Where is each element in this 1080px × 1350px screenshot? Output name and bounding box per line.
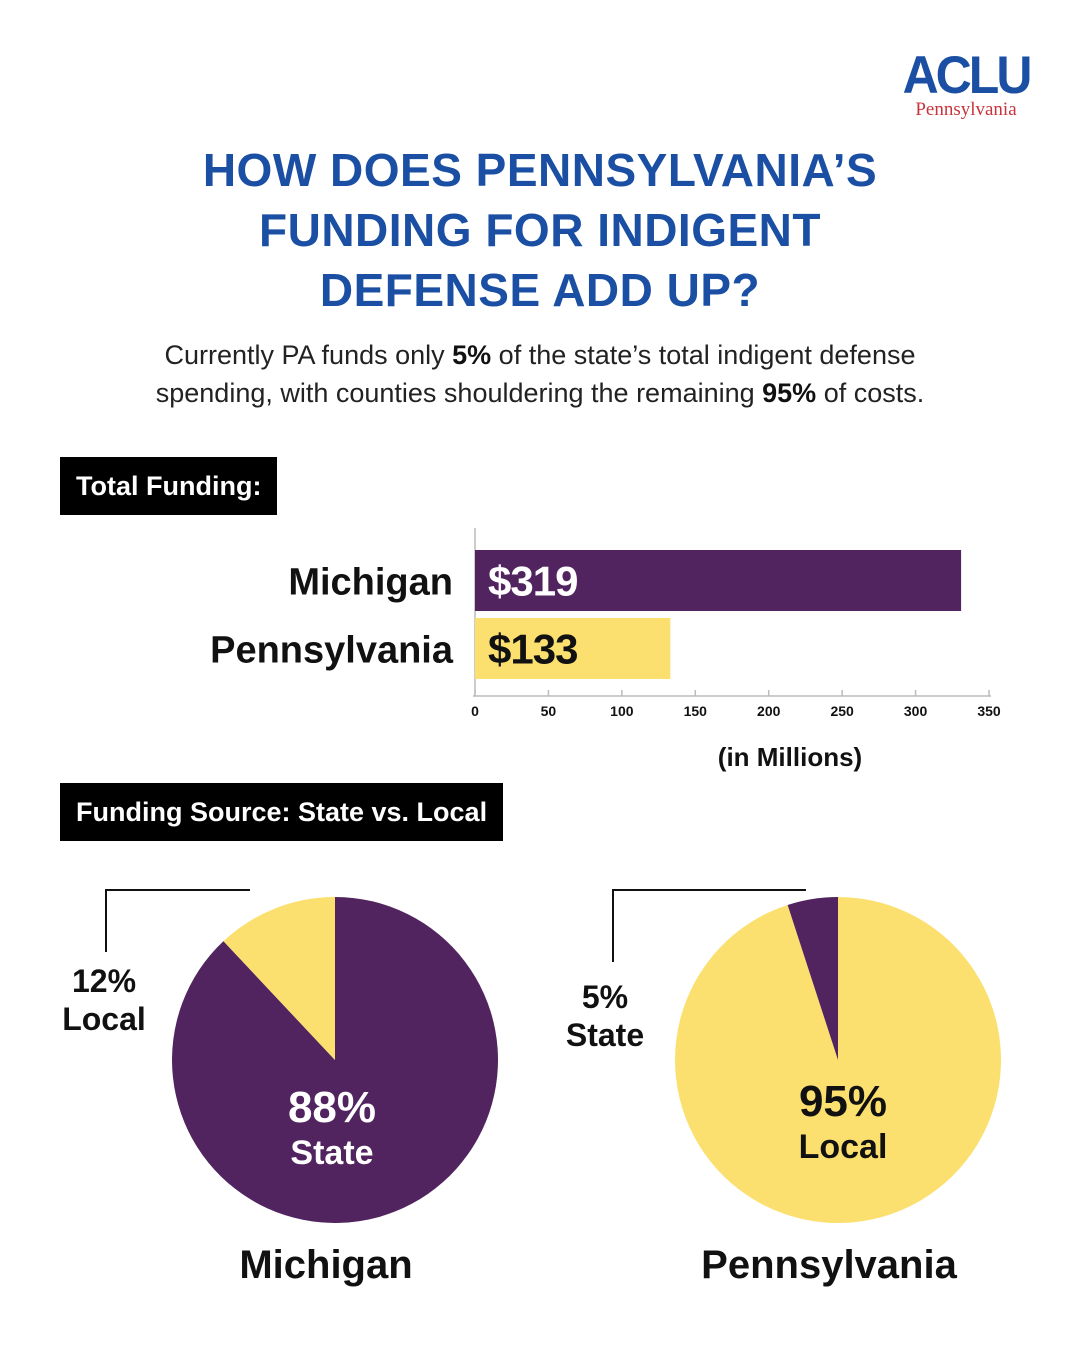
x-tick-label: 150 bbox=[684, 703, 708, 719]
total-funding-bar-chart: 0 50 100 150 200 250 300 350 Michigan $319 Pennsyl… bbox=[210, 528, 1001, 772]
x-tick-label: 50 bbox=[541, 703, 557, 719]
x-tick-label: 100 bbox=[610, 703, 634, 719]
pie-inside-name: Local bbox=[799, 1128, 888, 1166]
page-title: HOW DOES PENNSYLVANIA’S FUNDING FOR INDI… bbox=[90, 140, 990, 320]
subtitle-line1-pre: Currently PA funds only bbox=[164, 340, 453, 370]
subtitle: Currently PA funds only 5% of the state’… bbox=[90, 336, 990, 412]
pie-inside-name: State bbox=[290, 1134, 373, 1172]
subtitle-line2-pre: spending, with counties shouldering the … bbox=[155, 378, 763, 408]
pennsylvania-pie-chart: 95%Local 5%State Pennsylvania bbox=[566, 889, 1002, 1287]
bar-data-label: $133 bbox=[488, 626, 577, 673]
pie-callout-percent: 5% bbox=[582, 979, 628, 1015]
bar-pennsylvania bbox=[475, 618, 671, 679]
pie-slice-local bbox=[223, 897, 335, 1060]
bar-data-label: $319 bbox=[488, 558, 577, 605]
title-line-2: FUNDING FOR INDIGENT bbox=[259, 204, 821, 256]
logo-subtitle: Pennsylvania bbox=[915, 99, 1017, 120]
michigan-pie-chart: 88%State 12%Local Michigan bbox=[62, 889, 499, 1287]
subtitle-line2-post: of costs. bbox=[816, 378, 925, 408]
x-tick-label: 250 bbox=[830, 703, 854, 719]
title-line-3: DEFENSE ADD UP? bbox=[319, 264, 761, 316]
section-label-funding-source: Funding Source: State vs. Local bbox=[60, 783, 504, 841]
pie-callout-name: State bbox=[566, 1017, 644, 1053]
pie-slice-state bbox=[787, 897, 838, 1060]
x-tick-label: 300 bbox=[904, 703, 928, 719]
pie-callout-percent: 12% bbox=[72, 963, 136, 999]
x-tick-label: 200 bbox=[757, 703, 781, 719]
x-tick-label: 350 bbox=[977, 703, 1001, 719]
subtitle-state-share: 5% bbox=[452, 340, 492, 370]
title-line-1: HOW DOES PENNSYLVANIA’S bbox=[202, 144, 878, 196]
bar-category-label: Pennsylvania bbox=[210, 630, 454, 672]
subtitle-line1-post: of the state’s total indigent defense bbox=[491, 340, 916, 370]
bar-category-label: Michigan bbox=[288, 562, 453, 604]
section-label-total-funding: Total Funding: bbox=[60, 457, 278, 515]
x-axis-label: (in Millions) bbox=[718, 742, 862, 772]
pie-slice-local bbox=[675, 897, 1002, 1223]
pie-chart-title: Pennsylvania bbox=[701, 1243, 957, 1287]
subtitle-county-share: 95% bbox=[762, 378, 817, 408]
pie-inside-percent: 95% bbox=[799, 1077, 887, 1126]
pie-chart-title: Michigan bbox=[239, 1243, 412, 1287]
x-tick-label: 0 bbox=[471, 703, 479, 719]
pie-callout-name: Local bbox=[62, 1001, 146, 1037]
pie-callout-leader-line bbox=[105, 889, 250, 952]
pie-callout-leader-line bbox=[612, 889, 806, 962]
logo-mark: ACLU bbox=[902, 45, 1033, 105]
bar-michigan bbox=[475, 550, 962, 611]
pie-inside-percent: 88% bbox=[288, 1083, 376, 1132]
pie-slice-state bbox=[172, 897, 499, 1223]
aclu-logo: ACLU Pennsylvania bbox=[900, 45, 1033, 120]
